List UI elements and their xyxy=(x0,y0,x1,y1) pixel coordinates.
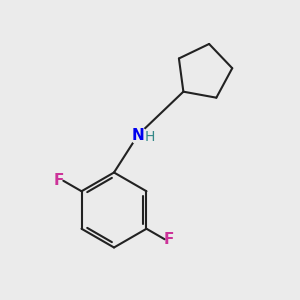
Text: F: F xyxy=(54,173,64,188)
Text: F: F xyxy=(164,232,174,247)
Text: H: H xyxy=(144,130,154,144)
Text: N: N xyxy=(132,128,144,142)
